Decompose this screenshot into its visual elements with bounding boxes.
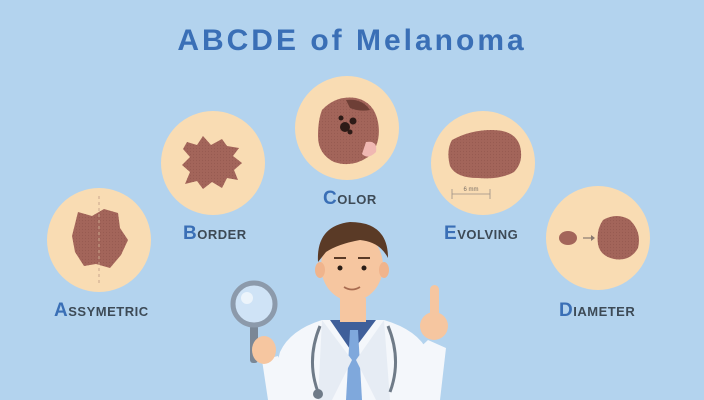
diameter-mole-icon [546,186,650,290]
color-mole-icon [295,76,399,180]
evolving-rest: VOLVING [457,227,519,242]
evolving-letter: E [444,223,458,244]
color-label: COLOR [323,188,377,210]
asymmetric-letter: A [54,300,69,321]
asymmetric-label: ASSYMETRIC [54,300,149,322]
evolving-mole-icon: 6 mm [431,111,535,215]
border-label: BORDER [183,223,247,245]
diameter-rest: IAMETER [573,304,636,319]
page-title: ABCDE of Melanoma [177,24,527,57]
diameter-letter: D [559,300,574,321]
asymmetric-rest: SSYMETRIC [68,304,149,319]
asymmetric-mole-icon [47,188,151,292]
measure-label: 6 mm [464,187,479,193]
border-rest: ORDER [197,227,247,242]
diameter-label: DIAMETER [559,300,635,322]
color-rest: OLOR [337,192,377,207]
doctor-illustration [230,222,448,400]
border-letter: B [183,223,198,244]
border-mole-icon [161,111,265,215]
color-letter: C [323,188,338,209]
evolving-label: EVOLVING [444,223,518,245]
